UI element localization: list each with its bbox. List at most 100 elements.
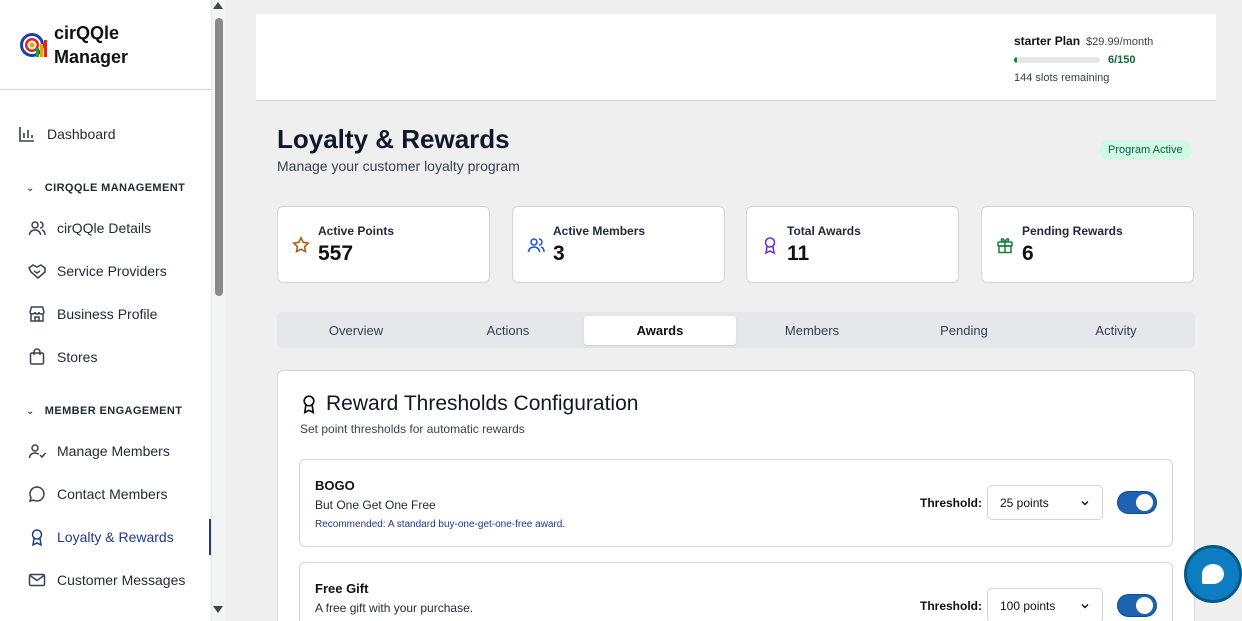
reward-name: Free Gift (315, 581, 369, 596)
handshake-icon (28, 264, 46, 279)
stat-value: 557 (318, 242, 354, 265)
sidebar-item-stores[interactable]: Stores (0, 339, 211, 375)
sidebar-item-manage-members[interactable]: Manage Members (0, 433, 211, 469)
sidebar-item-dashboard[interactable]: Dashboard (0, 116, 211, 152)
award-icon (303, 395, 315, 414)
reward-enabled-toggle[interactable] (1117, 594, 1157, 617)
sidebar-item-cirqqle-details[interactable]: cirQQle Details (0, 210, 211, 246)
section-label: MEMBER ENGAGEMENT (44, 405, 183, 417)
storefront-icon (29, 306, 45, 322)
brand-name-line1: cirQQle (54, 22, 120, 43)
chevron-down-icon (1081, 603, 1089, 608)
chevron-down-icon: ⌄ (26, 405, 35, 417)
tab-pending[interactable]: Pending (940, 323, 988, 338)
brand[interactable]: cirQQle Manager (0, 0, 211, 90)
threshold-select[interactable]: 25 points (987, 485, 1103, 520)
page-subtitle: Manage your customer loyalty program (277, 158, 520, 174)
sidebar-item-label: Customer Messages (57, 572, 186, 588)
stat-value: 6 (1022, 242, 1034, 265)
stat-label: Active Members (553, 224, 646, 238)
toggle-knob (1136, 597, 1153, 614)
chevron-down-icon (1081, 500, 1089, 505)
stat-card-active-members: Active Members 3 (512, 206, 725, 283)
sidebar-item-label: Dashboard (47, 126, 116, 142)
threshold-value: 25 points (1000, 495, 1049, 510)
sidebar-item-label: Business Profile (57, 306, 158, 322)
gift-icon (997, 238, 1013, 254)
tab-awards[interactable]: Awards (584, 316, 736, 345)
sidebar-item-loyalty-rewards[interactable]: Loyalty & Rewards (0, 519, 211, 555)
chevron-down-icon: ⌄ (26, 182, 35, 194)
reward-enabled-toggle[interactable] (1117, 491, 1157, 514)
plan-usage-count: 6/150 (1108, 54, 1136, 66)
plan-summary[interactable]: starter Plan $29.99/month 6/150 144 slot… (1014, 34, 1174, 84)
award-icon (31, 529, 43, 546)
sidebar: cirQQle Manager Dashboard ⌄ CIRQQLE MANA… (0, 0, 212, 621)
panel-title: Reward Thresholds Configuration (300, 392, 638, 416)
users-icon (28, 221, 46, 236)
tab-bar: Overview Actions Awards Members Pending … (277, 312, 1195, 348)
user-check-icon (28, 444, 46, 459)
scroll-up-arrow-icon[interactable] (213, 2, 223, 9)
stat-label: Active Points (318, 224, 395, 238)
reward-card-bogo: BOGO But One Get One Free Recommended: A… (299, 459, 1173, 547)
sidebar-item-business-profile[interactable]: Business Profile (0, 296, 211, 332)
tab-activity[interactable]: Activity (1095, 323, 1137, 338)
page-title: Loyalty & Rewards (277, 124, 510, 154)
chat-support-button[interactable] (1184, 545, 1242, 603)
cirqqle-logo-icon (20, 32, 47, 57)
plan-usage-fill (1014, 57, 1018, 63)
reward-name: BOGO (315, 478, 355, 493)
reward-card-free-gift: Free Gift A free gift with your purchase… (299, 562, 1173, 621)
mail-icon (28, 573, 46, 587)
tab-actions[interactable]: Actions (486, 323, 530, 338)
award-icon (764, 237, 776, 254)
sidebar-item-label: Stores (57, 349, 98, 365)
status-badge: Program Active (1099, 140, 1192, 160)
stat-card-total-awards: Total Awards 11 (746, 206, 959, 283)
tab-overview[interactable]: Overview (328, 323, 384, 338)
sidebar-item-service-providers[interactable]: Service Providers (0, 253, 211, 289)
panel-title-text: Reward Thresholds Configuration (326, 392, 639, 415)
stat-value: 11 (787, 242, 810, 265)
top-header: starter Plan $29.99/month 6/150 144 slot… (256, 14, 1216, 101)
reward-description: But One Get One Free (315, 498, 436, 512)
stat-value: 3 (553, 242, 565, 265)
bar-chart-icon (19, 127, 34, 142)
scroll-down-arrow-icon[interactable] (213, 606, 223, 613)
threshold-select[interactable]: 100 points (987, 588, 1103, 621)
brand-name-line2: Manager (54, 46, 129, 67)
plan-remaining-text: 144 slots remaining (1014, 72, 1110, 84)
threshold-label: Threshold: (920, 496, 982, 510)
panel-subtitle: Set point thresholds for automatic rewar… (300, 422, 525, 436)
shopping-bag-icon (29, 348, 45, 365)
threshold-value: 100 points (1000, 598, 1056, 613)
chat-bubble-icon (1202, 564, 1224, 584)
sidebar-item-label: Contact Members (57, 486, 168, 502)
sidebar-item-label: cirQQle Details (57, 220, 152, 236)
sidebar-item-label: Service Providers (57, 263, 167, 279)
reward-thresholds-panel: Reward Thresholds Configuration Set poin… (277, 370, 1195, 621)
section-label: CIRQQLE MANAGEMENT (44, 182, 186, 194)
section-member-engagement[interactable]: ⌄ MEMBER ENGAGEMENT (26, 405, 182, 417)
star-icon (292, 236, 310, 253)
plan-usage-bar (1014, 57, 1100, 63)
sidebar-item-label: Manage Members (57, 443, 170, 459)
stat-card-active-points: Active Points 557 (277, 206, 490, 283)
toggle-knob (1136, 494, 1153, 511)
reward-description: A free gift with your purchase. (315, 601, 474, 615)
stat-label: Total Awards (787, 224, 861, 238)
users-icon (527, 238, 545, 253)
threshold-label: Threshold: (920, 599, 982, 613)
sidebar-item-label: Loyalty & Rewards (57, 529, 174, 545)
sidebar-item-contact-members[interactable]: Contact Members (0, 476, 211, 512)
sidebar-item-customer-messages[interactable]: Customer Messages (0, 562, 211, 598)
plan-price: $29.99/month (1086, 36, 1154, 48)
sidebar-scrollbar-thumb[interactable] (215, 18, 223, 296)
tab-members[interactable]: Members (784, 323, 840, 338)
message-circle-icon (28, 486, 45, 503)
stat-card-pending-rewards: Pending Rewards 6 (981, 206, 1194, 283)
section-cirqqle-management[interactable]: ⌄ CIRQQLE MANAGEMENT (26, 182, 185, 194)
stat-label: Pending Rewards (1022, 224, 1123, 238)
